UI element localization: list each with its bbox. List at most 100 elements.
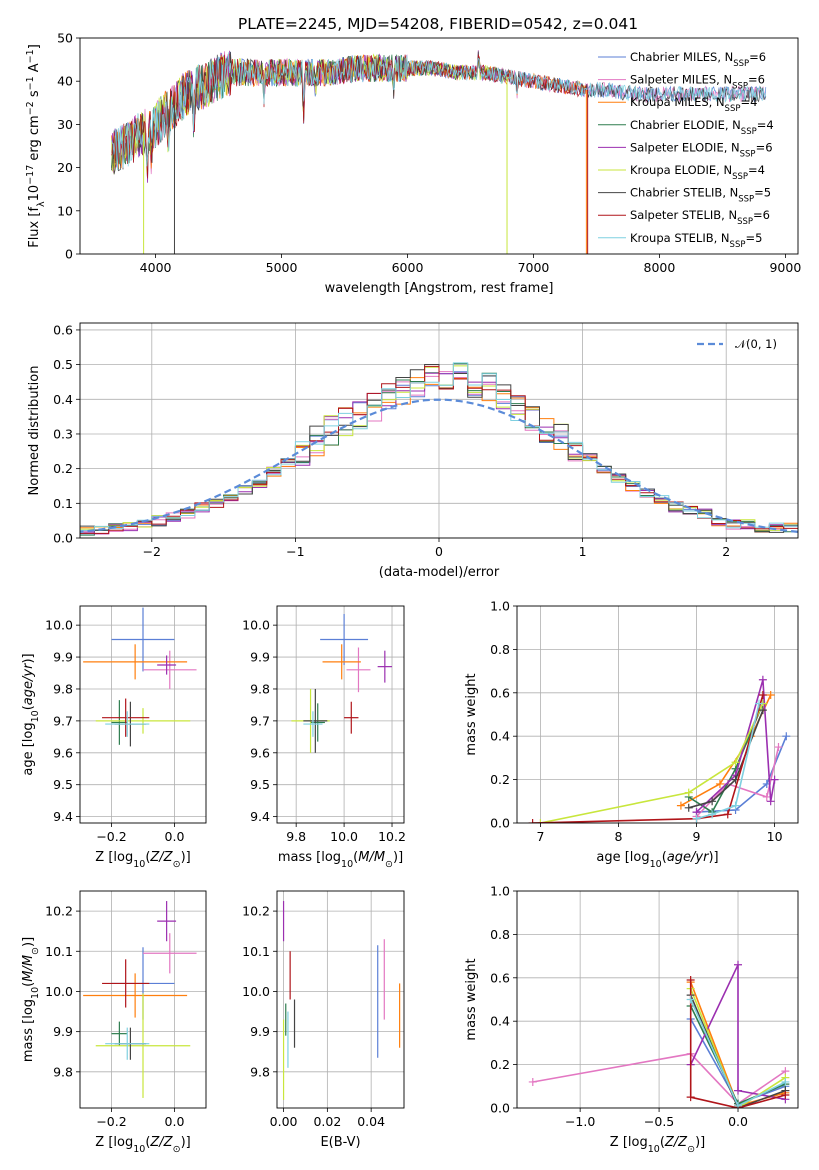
x-tick-label: 0.0 xyxy=(165,829,185,844)
weight-marker xyxy=(692,814,701,823)
errorbar-salp-stelib xyxy=(102,959,150,1008)
x-tick-label: 0 xyxy=(435,544,443,559)
errorbar-chab-elodie xyxy=(111,700,128,745)
x-tick-label: −1.0 xyxy=(565,1114,595,1129)
x-tick-label: 0.0 xyxy=(165,1114,185,1129)
weight-marker xyxy=(686,995,695,1004)
errorbar-salp-miles xyxy=(346,647,371,693)
errorbar-chab-stelib xyxy=(303,688,328,753)
y-tick-label: 10.1 xyxy=(45,944,73,959)
weight-marker xyxy=(734,960,743,969)
legend-entry: Salpeter MILES, NSSP=6 xyxy=(630,73,765,92)
y-tick-label: 9.8 xyxy=(250,1064,270,1079)
y-axis-label: mass weight xyxy=(464,958,479,1040)
x-tick-label: 10.0 xyxy=(330,829,358,844)
x-tick-label: 10.2 xyxy=(378,829,406,844)
x-axis-label: mass [log10(M/M⊙)] xyxy=(278,850,403,870)
errorbar-krou-elodie xyxy=(95,708,191,734)
y-axis-label: mass weight xyxy=(464,673,479,755)
y-tick-label: 9.5 xyxy=(250,777,270,792)
mass_vs_Z-plot-area xyxy=(80,891,206,1108)
y-tick-label: 9.8 xyxy=(250,681,270,696)
y-tick-label: 9.7 xyxy=(250,713,270,728)
weight-line-chab-elodie xyxy=(684,699,767,817)
errorbar-krou-miles xyxy=(83,644,188,680)
y-tick-label: 9.4 xyxy=(53,809,73,824)
y-tick-label: 0.4 xyxy=(53,392,73,407)
weight-marker xyxy=(686,1093,695,1102)
mass-vs-metallicity-panel: −0.2 0.0 9.8 9.9 10.0 10.1 10.2 Z [log10(Z/Z⊙)]… xyxy=(21,890,207,1155)
weight-marker xyxy=(734,1086,743,1095)
spectrum-legend: Chabrier MILES, NSSP=6 Salpeter MILES, NS… xyxy=(598,50,774,250)
x-tick-label: 5000 xyxy=(266,260,298,275)
errorbar-salp-elodie xyxy=(157,901,177,942)
axes-frame xyxy=(516,890,799,1109)
errorbar-krou-miles xyxy=(83,973,188,1018)
y-tick-label: 9.5 xyxy=(53,777,73,792)
y-tick-label: 0.0 xyxy=(490,1101,510,1116)
weight-marker xyxy=(754,699,763,708)
y-tick-label: 0.8 xyxy=(490,642,510,657)
x-tick-label: 4000 xyxy=(140,260,172,275)
weight-line-krou-stelib xyxy=(686,995,790,1108)
legend-entry: Salpeter ELODIE, NSSP=6 xyxy=(630,140,773,159)
errorbar-krou-stelib xyxy=(303,711,323,737)
weight-marker xyxy=(536,819,545,823)
weight-marker xyxy=(781,1077,790,1086)
x-tick-label: −2 xyxy=(143,544,161,559)
weight-marker xyxy=(528,1077,537,1086)
errorbar-salp-stelib xyxy=(102,698,150,737)
weight-marker xyxy=(734,1101,743,1108)
weight-line-krou-elodie xyxy=(536,699,767,823)
weight_vs_age-plot-area xyxy=(517,606,798,823)
axes-frame xyxy=(79,890,207,1109)
weight-marker xyxy=(766,690,775,699)
x-tick-label: 0.0 xyxy=(728,1114,748,1129)
y-tick-label: 9.9 xyxy=(53,650,73,665)
x-axis-label: Z [log10(Z/Z⊙)] xyxy=(95,850,190,870)
legend-entry: Chabrier MILES, NSSP=6 xyxy=(630,50,766,69)
axes-frame xyxy=(276,605,405,824)
weight-vs-age-panel: 7 8 9 10 0.0 0.2 0.4 0.6 0.8 1.0 age [log10(age/yr… xyxy=(464,599,799,870)
y-tick-label: 0.4 xyxy=(490,729,510,744)
y-tick-label: 9.8 xyxy=(53,1064,73,1079)
weight-marker xyxy=(781,1090,790,1099)
weight-line-krou-stelib xyxy=(692,699,763,823)
x-tick-label: 9000 xyxy=(769,260,801,275)
weight-marker xyxy=(774,743,783,752)
age_vs_Z-plot-area xyxy=(80,606,206,823)
weight-marker xyxy=(731,801,740,810)
x-axis-label: E(B-V) xyxy=(320,1135,360,1150)
y-axis-label: Normed distribution xyxy=(27,366,42,496)
errorbar-salp-stelib xyxy=(344,701,359,734)
legend-entry: Chabrier STELIB, NSSP=5 xyxy=(630,186,771,205)
legend-entry: Salpeter STELIB, NSSP=6 xyxy=(630,208,770,227)
x-tick-label: 0.00 xyxy=(270,1114,298,1129)
y-tick-label: 0.1 xyxy=(53,496,73,511)
spectrum-panel: 4000 5000 6000 7000 8000 9000 0 10 20 30 40 50 wavel… xyxy=(25,31,802,297)
y-tick-label: 0.6 xyxy=(490,970,510,985)
legend-entry: Kroupa MILES, NSSP=4 xyxy=(630,95,757,114)
x-tick-label: 10 xyxy=(767,829,783,844)
weight-vs-metallicity-panel: −1.0 −0.5 0.0 0.0 0.2 0.4 0.6 0.8 1.0 Z [log10(Z/… xyxy=(464,884,799,1155)
y-tick-label: 0.6 xyxy=(53,322,73,337)
y-tick-label: 0.6 xyxy=(490,685,510,700)
y-tick-label: 0.2 xyxy=(490,1057,510,1072)
x-axis-label: (data-model)/error xyxy=(379,565,500,580)
y-tick-label: 10.0 xyxy=(242,618,270,633)
weight-marker xyxy=(758,690,767,699)
x-tick-label: −0.2 xyxy=(96,829,126,844)
y-tick-label: 0.3 xyxy=(53,426,73,441)
y-tick-label: 10.2 xyxy=(45,904,73,919)
mass_vs_ebv-plot-area xyxy=(277,891,404,1108)
y-tick-label: 0.8 xyxy=(490,927,510,942)
y-tick-label: 0.0 xyxy=(490,816,510,831)
errorbar-chab-elodie xyxy=(111,1021,128,1046)
y-tick-label: 10.1 xyxy=(242,944,270,959)
x-tick-label: 9.8 xyxy=(286,829,306,844)
axes-frame xyxy=(516,605,799,824)
y-tick-label: 0.5 xyxy=(53,357,73,372)
legend-entry: Chabrier ELODIE, NSSP=4 xyxy=(630,118,774,137)
x-tick-label: 1 xyxy=(579,544,587,559)
